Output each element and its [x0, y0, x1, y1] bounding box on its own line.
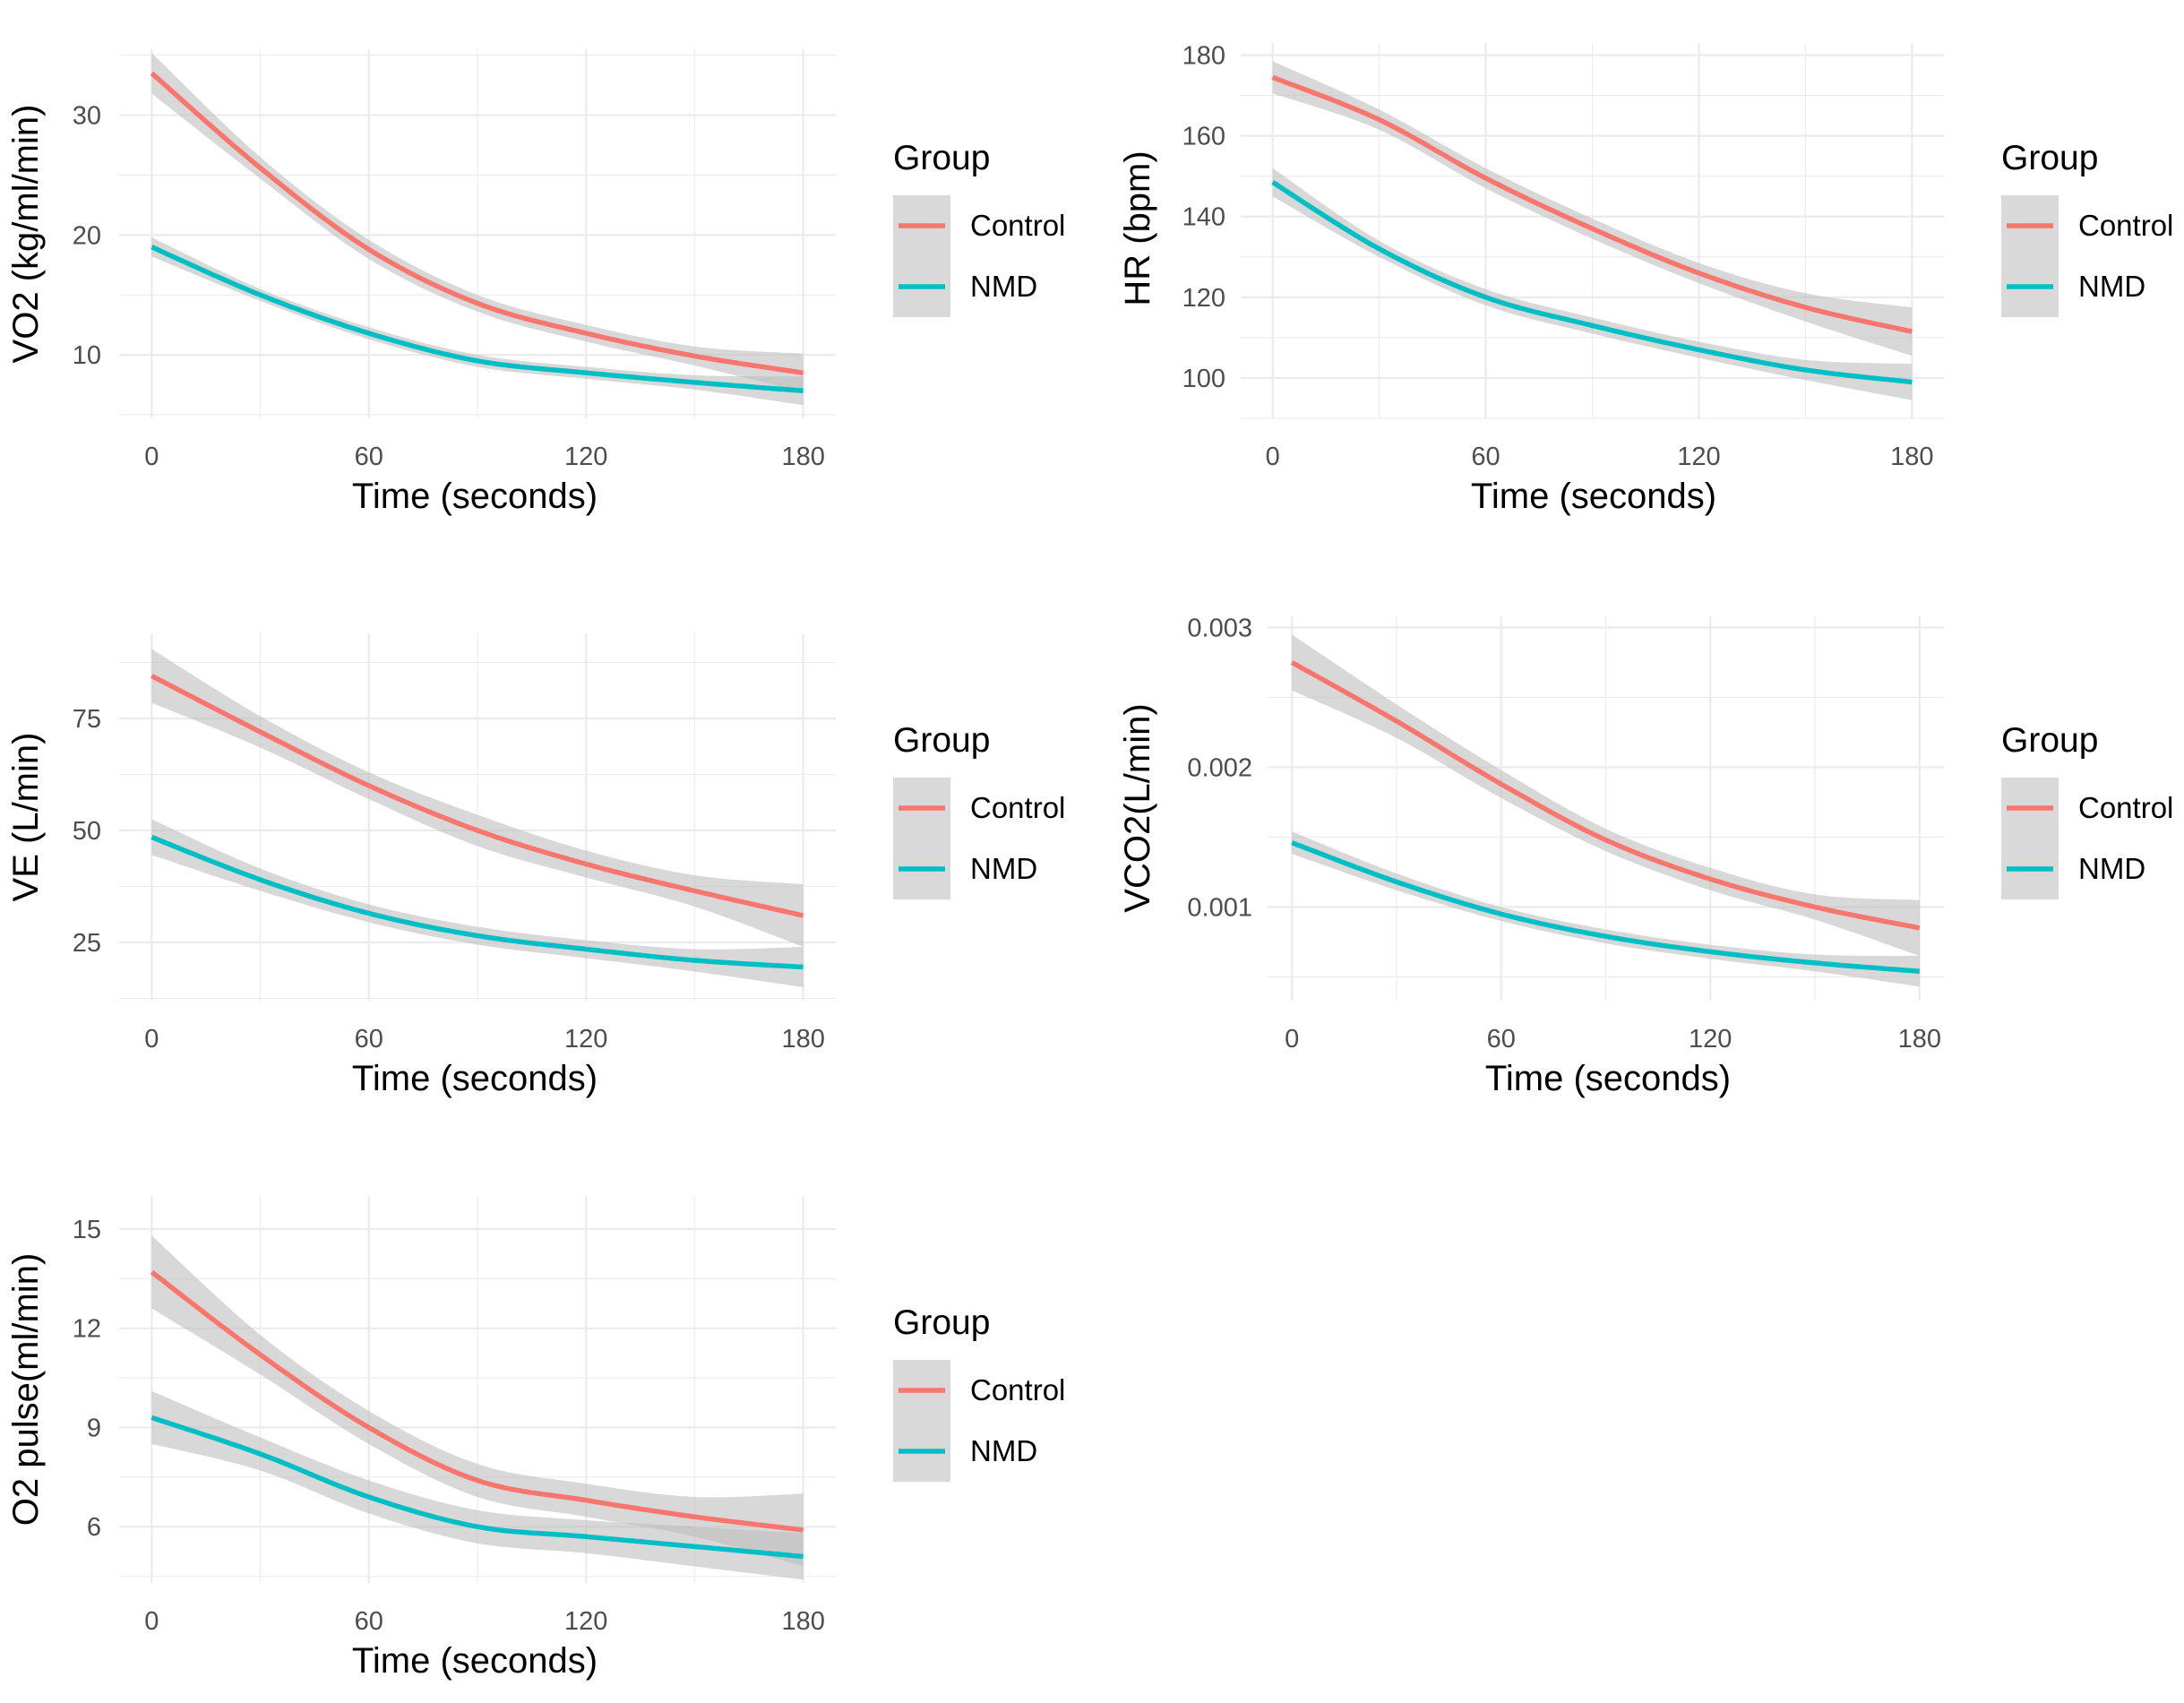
line-ve-control: [150, 674, 804, 918]
y-tick-label: 25: [73, 929, 101, 958]
x-axis-title: Time (seconds): [1485, 1059, 1731, 1098]
x-tick-label: 180: [1898, 1025, 1941, 1054]
legend-vo2: Group Control NMD: [893, 139, 1065, 317]
legend-hr: Group Control NMD: [2001, 139, 2173, 317]
y-tick-label: 0.001: [1187, 893, 1252, 922]
line-hr-control: [1271, 74, 1913, 334]
x-axis-title: Time (seconds): [352, 477, 598, 516]
line-vco2-nmd: [1291, 840, 1921, 974]
legend-title: Group: [893, 721, 990, 760]
y-tick-label: 180: [1182, 42, 1225, 71]
line-vo2-nmd: [150, 245, 804, 393]
ribbon-vo2-nmd: [151, 237, 804, 406]
y-tick-label: 30: [73, 102, 101, 131]
x-tick-label: 120: [1677, 443, 1720, 471]
x-tick-label: 120: [1689, 1025, 1732, 1054]
y-axis-title: VCO2(L/min): [1118, 703, 1157, 912]
x-tick-label: 120: [564, 1025, 607, 1054]
ribbon-ve-control: [151, 649, 804, 947]
x-axis-title: Time (seconds): [1471, 477, 1716, 516]
x-tick-label: 180: [1890, 443, 1933, 471]
x-tick-label: 0: [1285, 1025, 1299, 1054]
line-ve-nmd: [150, 834, 804, 970]
x-tick-label: 0: [144, 1607, 159, 1636]
legend-label-control: Control: [970, 1373, 1065, 1406]
legend-title: Group: [893, 1303, 990, 1342]
x-tick-label: 60: [355, 1025, 383, 1054]
ribbon-hr-control: [1272, 61, 1913, 357]
legend-vco2: Group Control NMD: [2001, 721, 2173, 899]
x-tick-label: 120: [564, 1607, 607, 1636]
y-tick-label: 120: [1182, 284, 1225, 313]
x-tick-label: 0: [144, 443, 159, 471]
legend-o2pulse: Group Control NMD: [893, 1303, 1065, 1482]
ribbon-o2pulse-nmd: [151, 1390, 804, 1580]
line-hr-nmd: [1271, 180, 1913, 385]
line-o2pulse-control: [150, 1269, 804, 1533]
ribbon-vco2-nmd: [1292, 831, 1920, 987]
y-tick-label: 0.002: [1187, 753, 1252, 782]
x-tick-label: 60: [355, 1607, 383, 1636]
legend-label-control: Control: [970, 791, 1065, 824]
x-axis-title: Time (seconds): [352, 1641, 598, 1681]
chart-panel-vo2: 0 60 120 180 10 20 30 Time (seconds) VO2 (kg/ml/…: [6, 49, 1065, 516]
ribbon-ve-nmd: [151, 819, 804, 987]
legend-label-control: Control: [2078, 209, 2173, 242]
legend-label-nmd: NMD: [970, 270, 1037, 303]
y-tick-label: 100: [1182, 365, 1225, 393]
x-tick-label: 180: [781, 443, 824, 471]
y-axis-title: HR (bpm): [1118, 151, 1157, 305]
y-tick-label: 75: [73, 705, 101, 734]
chart-panel-vco2: 0 60 120 180 0.001 0.002 0.003 Time (seconds) VC…: [1118, 614, 2173, 1098]
x-tick-label: 0: [1266, 443, 1280, 471]
y-tick-label: 50: [73, 817, 101, 846]
legend-label-control: Control: [2078, 791, 2173, 824]
chart-panel-o2pulse: 0 60 120 180 6 9 12 15 Time (seconds) O2 pulse(ml…: [6, 1196, 1065, 1681]
y-axis-title: VO2 (kg/ml/min): [6, 105, 46, 364]
y-tick-label: 20: [73, 221, 101, 250]
line-vo2-control: [150, 71, 804, 375]
y-tick-label: 140: [1182, 203, 1225, 232]
legend-title: Group: [893, 139, 990, 177]
y-tick-label: 6: [87, 1513, 101, 1542]
y-tick-label: 160: [1182, 123, 1225, 151]
legend-title: Group: [2001, 139, 2098, 177]
ribbon-vo2-control: [151, 53, 804, 392]
y-axis-title: O2 pulse(ml/min): [6, 1253, 46, 1527]
y-tick-label: 0.003: [1187, 614, 1252, 642]
y-tick-label: 9: [87, 1414, 101, 1442]
chart-panel-hr: 0 60 120 180 100 120 140 160 180 Time (seconds) HR…: [1118, 42, 2173, 516]
x-tick-label: 60: [355, 443, 383, 471]
legend-label-nmd: NMD: [970, 1434, 1037, 1467]
x-tick-label: 60: [1487, 1025, 1516, 1054]
x-tick-label: 120: [564, 443, 607, 471]
legend-label-control: Control: [970, 209, 1065, 242]
line-vco2-control: [1290, 660, 1921, 931]
legend-label-nmd: NMD: [2078, 270, 2145, 303]
x-tick-label: 60: [1471, 443, 1500, 471]
legend-label-nmd: NMD: [2078, 852, 2145, 885]
y-axis-title: VE (L/min): [6, 733, 46, 902]
legend-title: Group: [2001, 721, 2098, 760]
x-axis-title: Time (seconds): [352, 1059, 598, 1098]
x-tick-label: 180: [781, 1607, 824, 1636]
grid-vo2: [119, 49, 836, 418]
x-tick-label: 0: [144, 1025, 159, 1054]
legend-ve: Group Control NMD: [893, 721, 1065, 899]
line-o2pulse-nmd: [150, 1415, 804, 1560]
legend-label-nmd: NMD: [970, 852, 1037, 885]
chart-panel-ve: 0 60 120 180 25 50 75 Time (seconds) VE (L/min) G…: [6, 633, 1065, 1098]
y-tick-label: 15: [73, 1216, 101, 1244]
y-tick-label: 12: [73, 1315, 101, 1344]
ribbon-vco2-control: [1292, 634, 1920, 957]
x-tick-label: 180: [781, 1025, 824, 1054]
y-tick-label: 10: [73, 341, 101, 370]
